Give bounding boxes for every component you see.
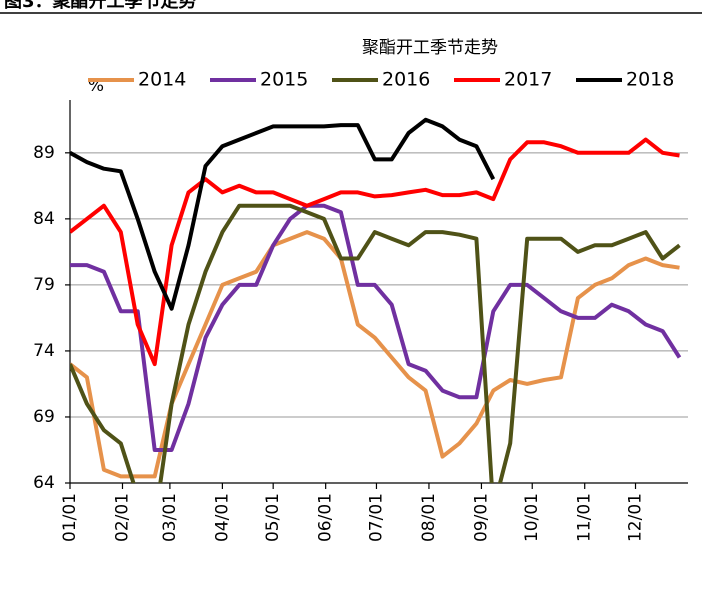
- chart-title: 聚酯开工季节走势: [362, 38, 498, 58]
- series-line: [70, 137, 680, 367]
- plot-lines: [70, 117, 682, 483]
- x-tick-label: 07/01: [366, 493, 386, 542]
- x-tick-label: 10/01: [522, 493, 542, 542]
- x-tick-label: 04/01: [212, 493, 232, 542]
- y-tick-label: 64: [33, 473, 55, 493]
- x-tick-label: 06/01: [316, 493, 336, 542]
- x-tick-label: 09/01: [471, 493, 491, 542]
- x-tick-label: 11/01: [575, 493, 595, 542]
- series-line: [70, 230, 680, 479]
- y-tick-label: 74: [33, 341, 55, 361]
- series-line: [70, 203, 682, 452]
- x-tick-label: 05/01: [263, 493, 283, 542]
- y-tick-label: 69: [33, 407, 55, 427]
- header-title: 图3：聚酯开工季节走势: [4, 0, 197, 12]
- legend-label: 2014: [138, 69, 186, 91]
- y-tick-label: 89: [33, 143, 55, 163]
- y-tick-label: 84: [33, 209, 55, 229]
- series-line: [70, 203, 681, 483]
- legend-label: 2018: [626, 69, 674, 91]
- legend-label: 2016: [382, 69, 430, 91]
- x-tick-label: 08/01: [419, 493, 439, 542]
- series-line: [70, 117, 496, 311]
- legend-label: 2015: [260, 69, 308, 91]
- x-tick-label: 12/01: [626, 493, 646, 542]
- y-tick-label: 79: [33, 275, 55, 295]
- x-tick-label: 01/01: [60, 493, 80, 542]
- x-tick-label: 02/01: [112, 493, 132, 542]
- x-tick-label: 03/01: [160, 493, 180, 542]
- legend-label: 2017: [504, 69, 552, 91]
